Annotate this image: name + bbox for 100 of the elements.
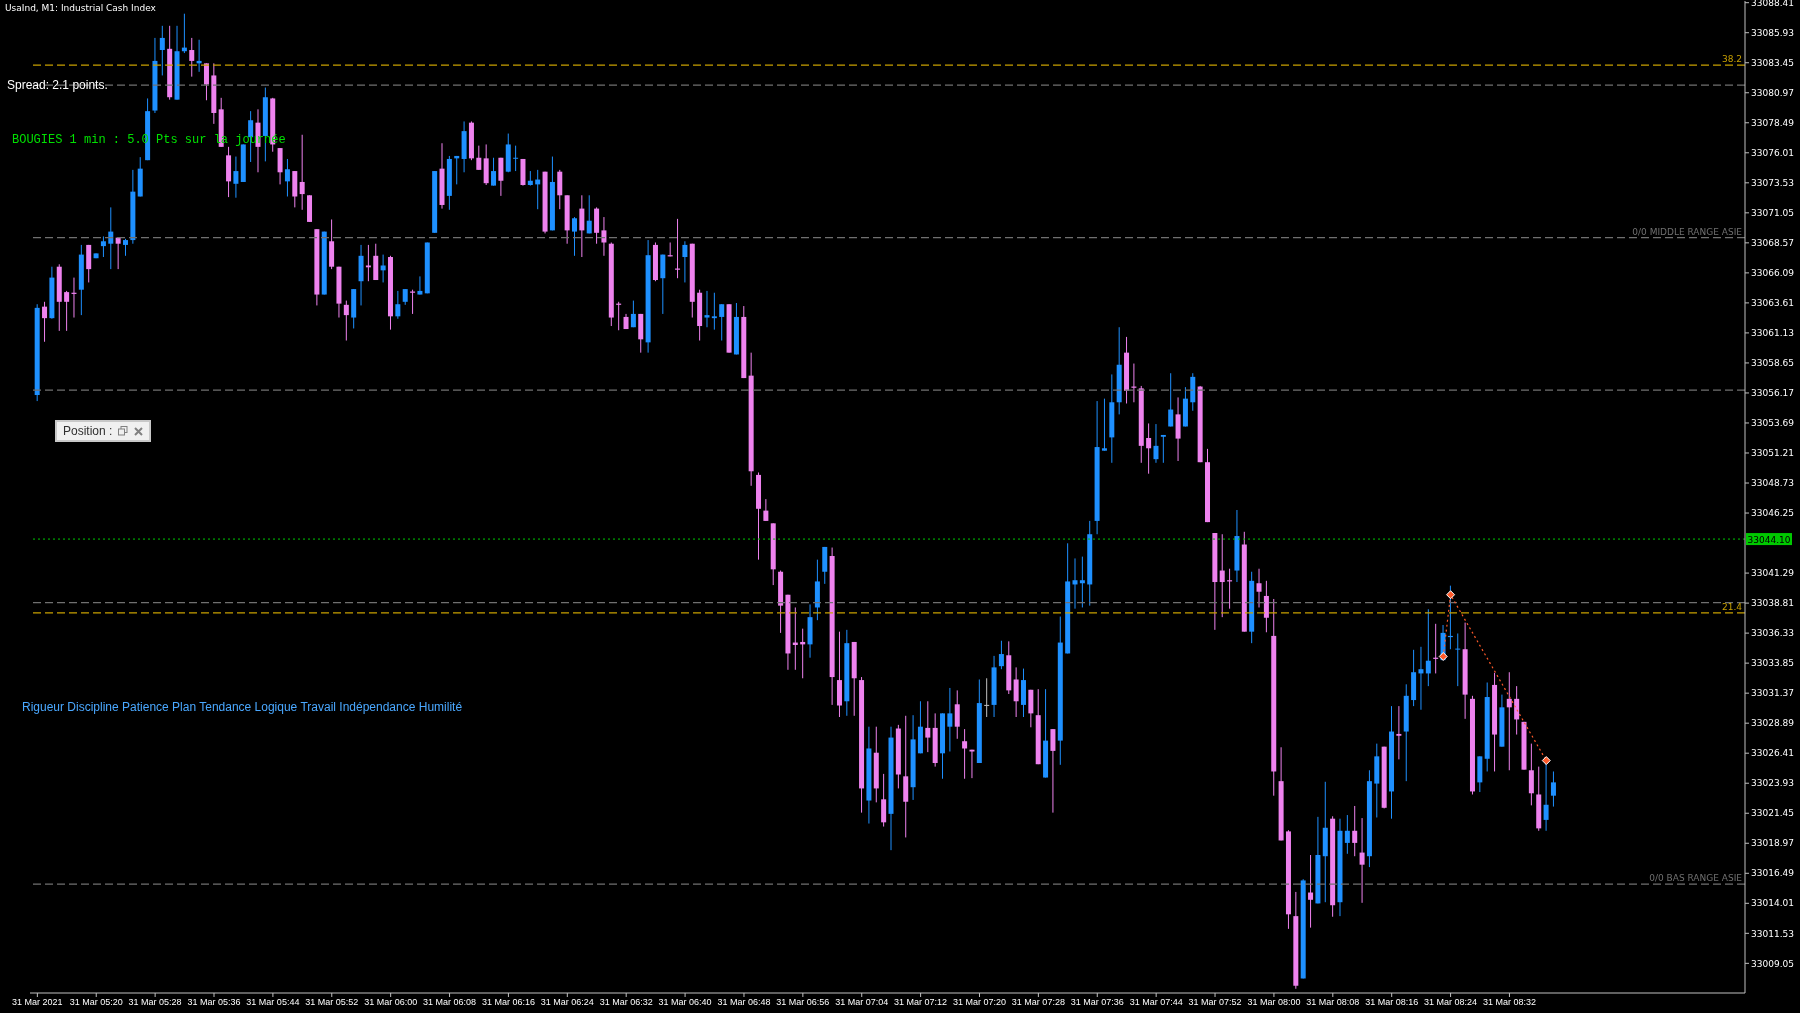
candlestick xyxy=(284,158,290,197)
point xyxy=(1446,590,1456,600)
annotation: Rigueur Discipline Patience Plan Tendance Logique Travail Indépendance Humilité xyxy=(22,700,463,714)
x-tick-label: 31 Mar 08:00 xyxy=(1247,997,1301,1008)
candlestick xyxy=(108,206,114,270)
x-tick-label: 31 Mar 06:40 xyxy=(658,997,712,1008)
x-tick-label: 31 Mar 08:32 xyxy=(1482,997,1536,1008)
candlestick xyxy=(579,194,585,258)
position-panel: Position : xyxy=(55,420,152,442)
y-tick-label: 33061.13 xyxy=(1751,328,1794,339)
candlestick xyxy=(1550,770,1556,808)
candlestick xyxy=(1160,434,1166,464)
y-tick-label: 33051.21 xyxy=(1751,448,1794,459)
candlestick xyxy=(498,157,504,197)
annotation: 21.4 xyxy=(1721,601,1743,612)
y-tick-label: 33058.65 xyxy=(1751,358,1794,369)
y-tick-label: 33026.41 xyxy=(1751,748,1794,759)
candlestick xyxy=(513,145,519,172)
candlestick xyxy=(763,498,769,522)
candlestick xyxy=(1013,666,1019,718)
candlestick xyxy=(115,237,121,270)
candlestick xyxy=(954,689,960,740)
y-tick-label: 33073.53 xyxy=(1751,178,1794,189)
x-tick-label: 31 Mar 07:36 xyxy=(1070,997,1124,1008)
x-tick-label: 31 Mar 06:32 xyxy=(599,997,653,1008)
candlestick xyxy=(159,25,165,76)
x-tick-label: 31 Mar 05:44 xyxy=(246,997,300,1008)
point xyxy=(1541,756,1551,766)
ref-line-label: 0/0 MIDDLE RANGE ASIE xyxy=(1632,226,1743,237)
y-tick-label: 33041.29 xyxy=(1751,568,1795,579)
x-tick-label: 31 Mar 05:20 xyxy=(69,997,123,1008)
x-tick-label: 31 Mar 06:00 xyxy=(364,997,418,1008)
candlestick xyxy=(1514,685,1520,736)
y-tick-label: 33018.97 xyxy=(1751,838,1794,849)
candlestick xyxy=(417,275,423,296)
y-tick-label: 33085.93 xyxy=(1751,27,1794,38)
x-tick-label: 31 Mar 08:08 xyxy=(1306,997,1360,1008)
candlestick xyxy=(189,37,195,78)
chart-title: UsaInd, M1: Industrial Cash Index xyxy=(5,3,156,13)
candlestick xyxy=(42,301,48,343)
y-tick-label: 33046.25 xyxy=(1751,508,1794,519)
y-tick-label: 33068.57 xyxy=(1751,238,1794,249)
x-tick-label: 31 Mar 07:52 xyxy=(1188,997,1242,1008)
x-tick-label: 31 Mar 07:12 xyxy=(894,997,948,1008)
candlestick xyxy=(1352,805,1358,857)
candlestick xyxy=(572,216,577,257)
candlestick xyxy=(1396,705,1402,760)
y-tick-label: 33056.17 xyxy=(1751,388,1794,399)
candlestick xyxy=(395,290,401,320)
point xyxy=(1438,651,1448,661)
y-tick-label: 33048.73 xyxy=(1751,478,1794,489)
candlestick xyxy=(1168,372,1174,427)
x-tick-label: 31 Mar 06:24 xyxy=(540,997,594,1008)
candlestick xyxy=(984,677,990,718)
x-tick-label: 31 Mar 2021 xyxy=(12,997,63,1008)
x-tick-label: 31 Mar 06:16 xyxy=(481,997,535,1008)
x-tick-label: 31 Mar 07:44 xyxy=(1129,997,1183,1008)
candlestick xyxy=(1528,743,1534,806)
candlestick xyxy=(491,157,497,187)
y-tick-label: 33071.05 xyxy=(1751,208,1794,219)
y-tick-label: 33014.01 xyxy=(1751,898,1794,909)
x-tick-label: 31 Mar 05:28 xyxy=(128,997,182,1008)
y-tick-label: 33080.97 xyxy=(1751,87,1794,98)
candlestick xyxy=(1028,689,1034,728)
candlestick xyxy=(1101,398,1107,452)
y-tick-label: 33011.53 xyxy=(1751,928,1794,939)
candlestick xyxy=(962,728,968,780)
candlestick xyxy=(969,749,975,779)
ref-line-label: 0/0 BAS RANGE ASIE xyxy=(1649,873,1743,884)
candlestick xyxy=(343,300,349,342)
candlestick xyxy=(682,240,688,283)
candlestick xyxy=(557,169,563,210)
ref-line-label: 33044.10 xyxy=(1747,534,1791,545)
candlestick xyxy=(586,194,592,234)
candlestick xyxy=(1050,728,1056,814)
candlestick xyxy=(1506,671,1512,771)
candlestick xyxy=(64,290,70,332)
candlestick xyxy=(365,244,371,282)
candlestick xyxy=(711,292,717,331)
candlestick xyxy=(299,134,305,211)
annotation: 38.2 xyxy=(1721,54,1742,65)
candlestick xyxy=(1418,646,1424,711)
y-tick-label: 33083.45 xyxy=(1751,57,1794,68)
x-tick-label: 31 Mar 06:08 xyxy=(423,997,477,1008)
candlestick xyxy=(1219,533,1225,618)
candlestick xyxy=(476,145,482,171)
candlestick xyxy=(881,773,887,828)
y-tick-label: 33088.41 xyxy=(1751,0,1794,8)
candlestick xyxy=(704,290,710,328)
candlestick xyxy=(380,254,386,283)
candlestick xyxy=(203,62,209,101)
candlestick xyxy=(100,235,106,258)
y-tick-label: 33009.05 xyxy=(1751,958,1794,969)
y-tick-label: 33038.81 xyxy=(1751,598,1794,609)
candlestick xyxy=(1153,423,1159,464)
y-tick-label: 33076.01 xyxy=(1751,147,1794,158)
y-tick-label: 33036.33 xyxy=(1751,628,1794,639)
annotation: Position : xyxy=(63,424,113,438)
x-tick-label: 31 Mar 06:48 xyxy=(717,997,771,1008)
candlestick xyxy=(1359,817,1365,904)
